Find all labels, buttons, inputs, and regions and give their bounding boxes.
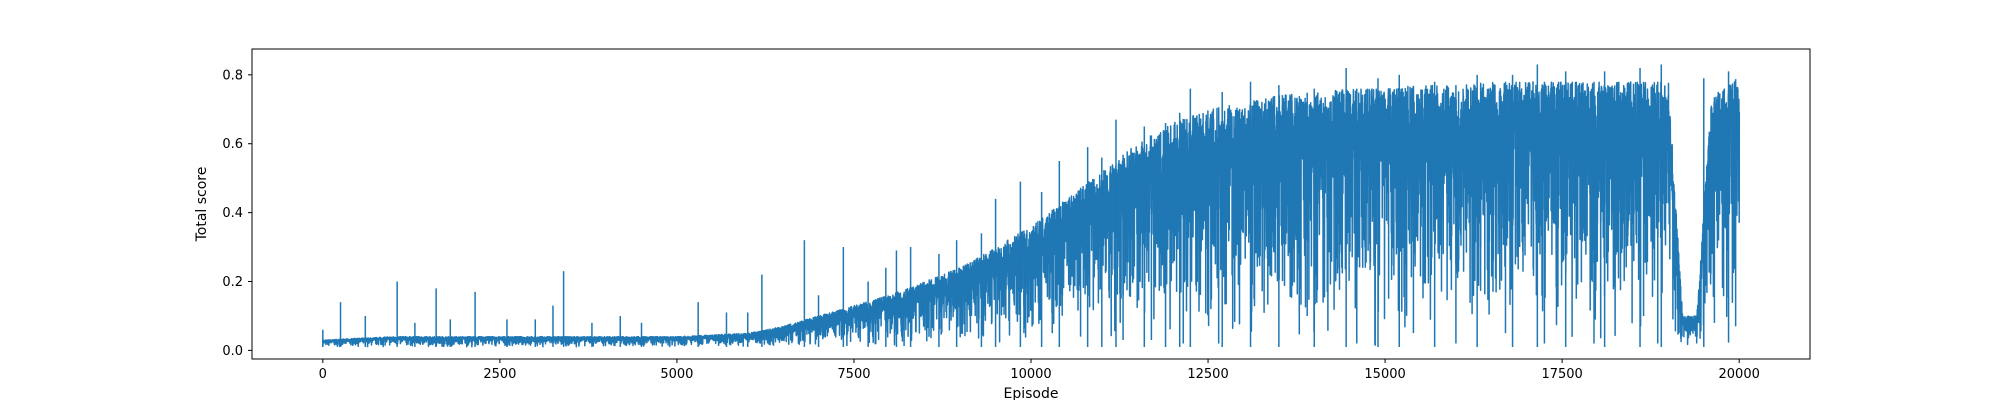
y-tick-label: 0.0 (222, 344, 243, 359)
y-axis-label: Total score (194, 167, 210, 243)
x-tick-label: 10000 (1010, 367, 1051, 382)
y-tick-label: 0.8 (222, 68, 243, 83)
series-line-0 (322, 81, 1741, 348)
x-axis-label: Episode (1004, 386, 1059, 400)
x-tick-label: 12500 (1187, 367, 1228, 382)
x-tick-label: 17500 (1541, 367, 1582, 382)
x-tick-label: 5000 (660, 367, 693, 382)
plot-area (322, 64, 1741, 348)
x-axis: 0 2500 5000 7500 10000 12500 15000 17500 20000 (319, 359, 1760, 382)
y-tick-label: 0.2 (222, 275, 243, 290)
y-tick-label: 0.6 (222, 137, 243, 152)
x-tick-label: 7500 (837, 367, 870, 382)
y-axis: 0.0 0.2 0.4 0.6 0.8 (222, 68, 252, 359)
y-tick-label: 0.4 (222, 206, 243, 221)
x-tick-label: 0 (319, 367, 327, 382)
x-tick-label: 15000 (1364, 367, 1405, 382)
x-tick-label: 20000 (1719, 367, 1760, 382)
x-tick-label: 2500 (483, 367, 516, 382)
